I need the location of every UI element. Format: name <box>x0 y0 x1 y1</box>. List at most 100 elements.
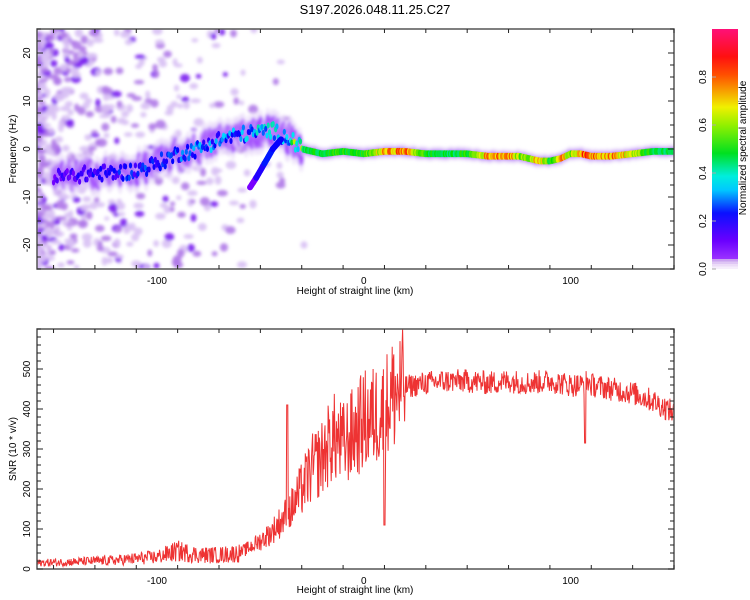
heatmap-cell <box>107 251 118 257</box>
heatmap-cell <box>138 59 145 66</box>
heatmap-cell <box>164 110 174 116</box>
heatmap-cell <box>107 169 111 176</box>
heatmap-cell <box>285 134 289 141</box>
heatmap-cell <box>193 153 197 160</box>
heatmap-cell <box>110 165 114 172</box>
y-tick-label: 0 <box>22 566 33 572</box>
heatmap-cell <box>79 56 90 65</box>
heatmap-cell <box>46 244 52 253</box>
heatmap-cell <box>131 96 142 101</box>
heatmap-cell <box>282 128 286 135</box>
heatmap-cell <box>95 202 106 208</box>
heatmap-cell <box>153 70 160 78</box>
heatmap-cell <box>37 178 42 188</box>
heatmap-cell <box>164 158 169 165</box>
heatmap-cell <box>54 149 60 156</box>
heatmap-cell <box>143 164 147 171</box>
heatmap-cell <box>157 56 166 63</box>
heatmap-cell <box>185 143 190 150</box>
heatmap-cell <box>192 250 202 257</box>
heatmap-cell <box>300 241 308 249</box>
heatmap-cell <box>37 211 45 218</box>
heatmap-cell <box>239 204 246 209</box>
heatmap-cell <box>55 177 59 184</box>
heatmap-cell <box>140 111 147 118</box>
heatmap-cell <box>84 134 92 141</box>
heatmap-cell <box>278 136 285 143</box>
heatmap-cell <box>37 31 43 39</box>
heatmap-cell <box>239 136 243 143</box>
heatmap-cell <box>96 244 104 252</box>
heatmap-cell <box>58 123 64 133</box>
heatmap-cell <box>191 38 199 43</box>
heatmap-cell <box>119 30 131 39</box>
heatmap-cell <box>92 38 104 43</box>
heatmap-cell <box>229 138 233 145</box>
colorbar-gradient <box>712 29 738 259</box>
heatmap-cell <box>163 163 167 170</box>
heatmap-cell <box>44 123 51 128</box>
heatmap-cell <box>193 118 204 127</box>
heatmap-cell <box>187 243 195 253</box>
snr-ylabel: SNR (10 * v/v) <box>8 417 19 481</box>
heatmap-cell <box>189 143 193 150</box>
heatmap-cell <box>197 222 207 231</box>
heatmap-cell <box>67 50 75 55</box>
heatmap-cell <box>147 166 151 173</box>
heatmap-cell <box>103 93 110 102</box>
snr-xlabel: Height of straight line (km) <box>297 585 414 596</box>
heatmap-cell <box>66 225 73 231</box>
heatmap-cell <box>200 143 205 150</box>
heatmap-cell <box>135 192 146 200</box>
heatmap-cell <box>159 151 164 158</box>
heatmap-cell <box>65 168 69 175</box>
heatmap-cell <box>176 94 182 100</box>
heatmap-cell <box>70 40 77 46</box>
heatmap-cell <box>69 233 78 239</box>
heatmap-cell <box>222 71 228 77</box>
heatmap-cell <box>71 170 75 177</box>
heatmap-cell <box>58 169 62 176</box>
colorbar-tick-label: 0.2 <box>698 214 709 228</box>
heatmap-cell <box>240 129 244 136</box>
heatmap-cell <box>176 147 180 154</box>
heatmap-cell <box>131 233 140 242</box>
heatmap-cell <box>68 209 74 219</box>
heatmap-cell <box>169 201 176 207</box>
heatmap-cell <box>77 106 86 115</box>
heatmap-cell <box>54 136 64 143</box>
heatmap-cell <box>49 220 55 230</box>
heatmap-cell <box>205 145 210 152</box>
heatmap-cell <box>101 85 110 94</box>
heatmap-cell <box>243 169 251 177</box>
heatmap-cell <box>80 35 89 44</box>
heatmap-cell <box>118 163 123 170</box>
snr-series-line <box>37 329 674 569</box>
heatmap-cell <box>63 76 72 83</box>
heatmap-cell <box>38 100 46 106</box>
heatmap-cell <box>65 119 74 127</box>
heatmap-cell <box>170 101 178 108</box>
heatmap-cell <box>79 92 89 100</box>
heatmap-cell <box>295 140 299 147</box>
heatmap-cell <box>82 101 90 110</box>
heatmap-cell <box>248 129 252 136</box>
heatmap-cell <box>66 260 75 265</box>
heatmap-cell <box>37 47 41 52</box>
heatmap-cell <box>85 176 89 183</box>
heatmap-cell <box>44 42 54 50</box>
heatmap-cell <box>61 32 68 38</box>
heatmap-cell <box>69 66 79 75</box>
heatmap-cell <box>279 177 286 185</box>
heatmap-cell <box>276 59 285 65</box>
heatmap-cell <box>188 150 192 157</box>
heatmap-cell <box>213 101 225 108</box>
heatmap-cell <box>108 203 119 213</box>
heatmap-cell <box>267 129 272 136</box>
heatmap-cell <box>82 164 87 171</box>
colorbar-low-band <box>712 264 738 267</box>
heatmap-cell <box>269 133 273 140</box>
heatmap-cell <box>117 169 121 176</box>
heatmap-cell <box>151 158 155 165</box>
heatmap-cell <box>135 131 146 138</box>
